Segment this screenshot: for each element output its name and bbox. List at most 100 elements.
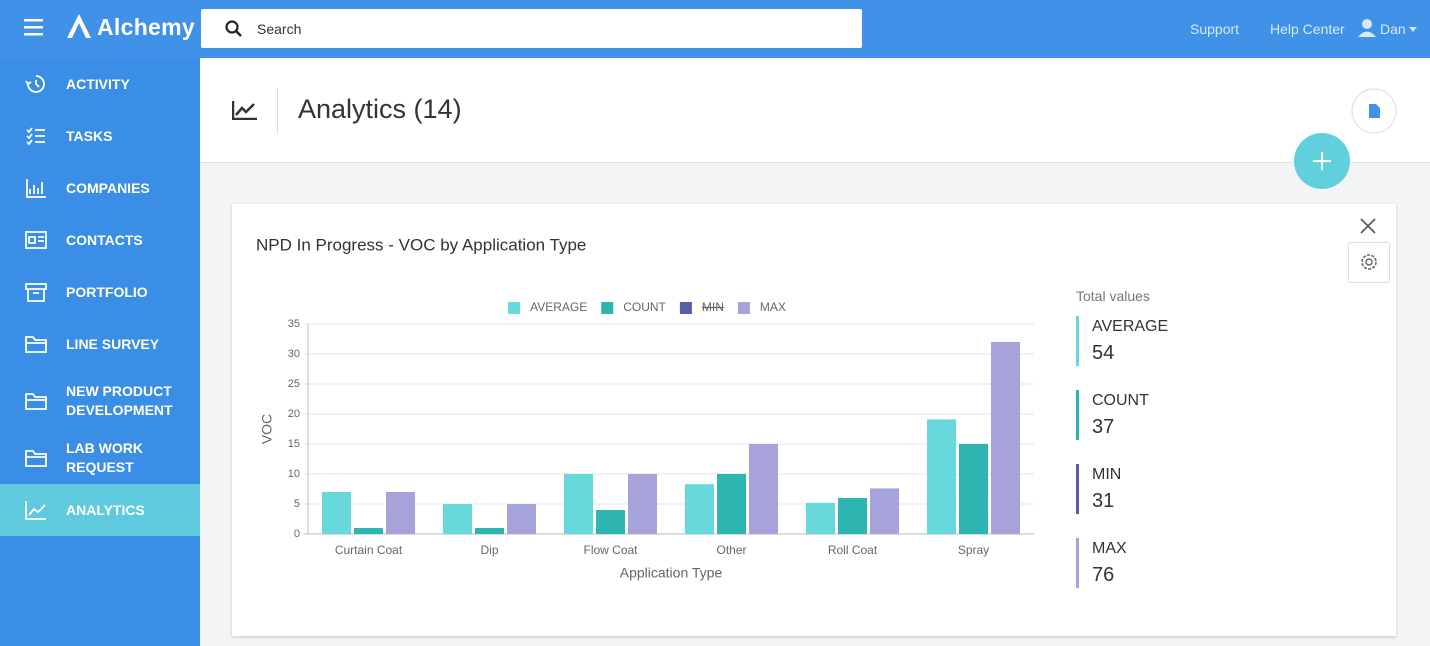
nav-icon bbox=[25, 501, 46, 520]
x-tick-label: Flow Coat bbox=[583, 543, 638, 557]
bar bbox=[870, 488, 899, 534]
nav-label: ACTIVITY bbox=[66, 75, 130, 92]
bar bbox=[749, 444, 778, 534]
page-header: Analytics (14) bbox=[200, 58, 1430, 163]
nav-item[interactable]: ANALYTICS bbox=[0, 484, 200, 536]
user-name[interactable]: Dan bbox=[1380, 21, 1406, 37]
nav-label: PORTFOLIO bbox=[66, 283, 148, 300]
nav-item[interactable]: LAB WORK REQUEST bbox=[0, 432, 200, 484]
nav-item[interactable]: ACTIVITY bbox=[0, 58, 200, 110]
total-name: MAX bbox=[1092, 540, 1127, 557]
user-caret bbox=[1409, 27, 1417, 32]
nav-icon bbox=[25, 75, 45, 93]
nav-icon bbox=[25, 336, 47, 353]
nav-icon-shape bbox=[26, 127, 45, 146]
y-tick-label: 25 bbox=[288, 378, 300, 390]
bar bbox=[596, 510, 625, 534]
nav-label: LINE SURVEY bbox=[66, 335, 160, 352]
bar bbox=[717, 474, 746, 534]
total-value: 37 bbox=[1092, 416, 1115, 438]
page-title: Analytics (14) bbox=[298, 94, 462, 124]
legend: AVERAGE COUNT MIN MAX bbox=[508, 300, 786, 314]
search-icon bbox=[225, 20, 242, 37]
nav-icon-shape bbox=[25, 501, 46, 520]
bar bbox=[475, 528, 504, 534]
help-link[interactable]: Help Center bbox=[1270, 21, 1345, 37]
bar bbox=[354, 528, 383, 534]
nav-label: NEW PRODUCT DEVELOPMENT bbox=[66, 383, 173, 418]
legend-label: MIN bbox=[702, 300, 724, 314]
nav-icon-shape bbox=[25, 450, 47, 467]
nav-item[interactable]: PORTFOLIO bbox=[0, 266, 200, 318]
legend-swatch bbox=[601, 302, 614, 314]
bar bbox=[991, 342, 1020, 534]
total-item: COUNT 37 bbox=[1076, 390, 1168, 440]
bar bbox=[386, 492, 415, 534]
nav-label: ANALYTICS bbox=[66, 501, 145, 518]
y-tick-label: 35 bbox=[288, 318, 300, 330]
bar bbox=[322, 492, 351, 534]
close-button[interactable] bbox=[1360, 218, 1376, 234]
search-box[interactable]: Search bbox=[201, 9, 862, 48]
user-icon[interactable] bbox=[1357, 18, 1377, 38]
chart: NPD In Progress - VOC by Application Typ… bbox=[256, 235, 1034, 581]
nav-item[interactable]: NEW PRODUCT DEVELOPMENT bbox=[0, 370, 200, 432]
total-item: MIN 31 bbox=[1076, 464, 1168, 514]
x-axis-label: Application Type bbox=[620, 565, 723, 581]
nav-icon bbox=[26, 127, 45, 146]
x-tick-label: Dip bbox=[480, 543, 498, 557]
logo bbox=[67, 14, 91, 38]
nav-item[interactable]: LINE SURVEY bbox=[0, 318, 200, 370]
sidebar: ACTIVITY TASKS COMPANIES CONTACTS PORTFOLIO L… bbox=[0, 58, 200, 646]
legend-swatch bbox=[508, 302, 521, 314]
nav-label: LAB WORK REQUEST bbox=[66, 440, 143, 475]
nav-label: CONTACTS bbox=[66, 231, 143, 248]
support-link[interactable]: Support bbox=[1190, 21, 1240, 37]
nav-icon bbox=[26, 179, 46, 198]
x-tick-label: Spray bbox=[958, 543, 989, 557]
bar bbox=[927, 419, 956, 534]
y-tick-label: 30 bbox=[288, 348, 300, 360]
nav-icon bbox=[25, 393, 47, 410]
total-value: 76 bbox=[1092, 564, 1115, 586]
nav-item[interactable]: CONTACTS bbox=[0, 214, 200, 266]
bar bbox=[685, 484, 714, 534]
nav-icon bbox=[25, 450, 47, 467]
nav-icon-shape bbox=[25, 283, 47, 302]
nav-label: COMPANIES bbox=[66, 179, 150, 196]
total-item: MAX 76 bbox=[1076, 538, 1168, 588]
nav-icon bbox=[25, 231, 47, 249]
bar bbox=[628, 474, 657, 534]
total-item: AVERAGE 54 bbox=[1076, 316, 1168, 366]
search-placeholder: Search bbox=[257, 21, 302, 37]
y-tick-label: 15 bbox=[288, 438, 300, 450]
nav-icon-shape bbox=[25, 336, 47, 353]
totals-panel: Total values AVERAGE 54 COUNT 37 MIN 31 MAX 76 bbox=[1076, 288, 1168, 612]
nav-icon-shape bbox=[25, 231, 47, 249]
nav-icon-shape bbox=[25, 393, 47, 410]
nav-item[interactable]: TASKS bbox=[0, 110, 200, 162]
total-value: 54 bbox=[1092, 342, 1115, 364]
bar bbox=[443, 504, 472, 534]
settings-button[interactable] bbox=[1348, 242, 1390, 283]
total-name: MIN bbox=[1092, 466, 1122, 483]
y-tick-label: 0 bbox=[294, 528, 300, 540]
nav-icon-shape bbox=[26, 179, 46, 198]
bar bbox=[507, 504, 536, 534]
total-name: COUNT bbox=[1092, 392, 1149, 409]
report-button[interactable] bbox=[1351, 88, 1397, 134]
add-button[interactable] bbox=[1292, 131, 1354, 193]
y-tick-label: 5 bbox=[294, 498, 300, 510]
menu-button[interactable] bbox=[24, 18, 44, 36]
brand[interactable]: Alchemy bbox=[97, 14, 195, 40]
totals-title: Total values bbox=[1076, 288, 1150, 304]
total-name: AVERAGE bbox=[1092, 318, 1169, 335]
legend-label: MAX bbox=[760, 300, 786, 314]
nav-item[interactable]: COMPANIES bbox=[0, 162, 200, 214]
legend-swatch bbox=[737, 302, 750, 314]
analytics-icon bbox=[232, 101, 257, 120]
y-tick-label: 10 bbox=[288, 468, 300, 480]
nav-icon-shape bbox=[25, 75, 45, 93]
legend-label: COUNT bbox=[623, 300, 666, 314]
chart-title: NPD In Progress - VOC by Application Typ… bbox=[256, 235, 586, 254]
